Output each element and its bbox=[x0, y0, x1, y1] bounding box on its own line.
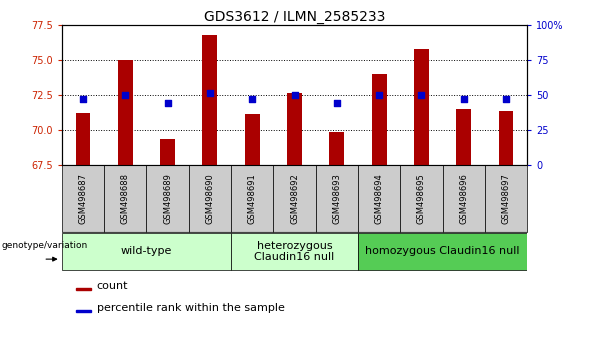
Bar bbox=[160, 139, 175, 165]
Bar bbox=[203, 35, 217, 165]
Point bbox=[459, 96, 468, 102]
Bar bbox=[75, 113, 90, 165]
Text: GSM498695: GSM498695 bbox=[417, 173, 426, 224]
Point bbox=[375, 92, 384, 97]
Text: GSM498688: GSM498688 bbox=[121, 173, 130, 224]
Text: wild-type: wild-type bbox=[121, 246, 172, 256]
Point bbox=[163, 100, 173, 106]
Bar bbox=[287, 93, 302, 165]
Title: GDS3612 / ILMN_2585233: GDS3612 / ILMN_2585233 bbox=[204, 10, 385, 24]
FancyBboxPatch shape bbox=[442, 165, 485, 232]
Text: GSM498696: GSM498696 bbox=[459, 173, 468, 224]
FancyBboxPatch shape bbox=[485, 165, 527, 232]
FancyBboxPatch shape bbox=[62, 233, 231, 270]
Point bbox=[78, 96, 88, 102]
Bar bbox=[245, 114, 260, 165]
Text: count: count bbox=[97, 280, 128, 291]
Text: heterozygous
Claudin16 null: heterozygous Claudin16 null bbox=[254, 240, 335, 262]
Point bbox=[205, 91, 214, 96]
Text: genotype/variation: genotype/variation bbox=[1, 241, 88, 250]
Text: homozygous Claudin16 null: homozygous Claudin16 null bbox=[365, 246, 520, 256]
FancyBboxPatch shape bbox=[231, 233, 358, 270]
Point bbox=[332, 100, 342, 106]
Point bbox=[290, 92, 299, 97]
FancyBboxPatch shape bbox=[147, 165, 188, 232]
Bar bbox=[329, 132, 344, 165]
FancyBboxPatch shape bbox=[358, 233, 527, 270]
Bar bbox=[499, 112, 514, 165]
Text: GSM498692: GSM498692 bbox=[290, 173, 299, 224]
FancyBboxPatch shape bbox=[316, 165, 358, 232]
Text: GSM498693: GSM498693 bbox=[332, 173, 341, 224]
FancyBboxPatch shape bbox=[401, 165, 442, 232]
Text: GSM498689: GSM498689 bbox=[163, 173, 172, 224]
Text: GSM498694: GSM498694 bbox=[375, 173, 383, 224]
Point bbox=[501, 96, 511, 102]
Text: percentile rank within the sample: percentile rank within the sample bbox=[97, 303, 284, 313]
Bar bbox=[76, 310, 91, 312]
Bar bbox=[456, 109, 471, 165]
Point bbox=[416, 92, 426, 97]
FancyBboxPatch shape bbox=[273, 165, 316, 232]
Text: GSM498697: GSM498697 bbox=[501, 173, 511, 224]
FancyBboxPatch shape bbox=[188, 165, 231, 232]
Bar bbox=[76, 288, 91, 290]
FancyBboxPatch shape bbox=[62, 165, 104, 232]
Point bbox=[247, 96, 257, 102]
Bar bbox=[372, 74, 386, 165]
FancyBboxPatch shape bbox=[231, 165, 273, 232]
Bar bbox=[414, 48, 429, 165]
FancyBboxPatch shape bbox=[104, 165, 147, 232]
FancyBboxPatch shape bbox=[358, 165, 401, 232]
Bar bbox=[118, 60, 133, 165]
Text: GSM498687: GSM498687 bbox=[78, 173, 88, 224]
Text: GSM498690: GSM498690 bbox=[206, 173, 214, 224]
Point bbox=[121, 92, 130, 97]
Text: GSM498691: GSM498691 bbox=[248, 173, 257, 224]
